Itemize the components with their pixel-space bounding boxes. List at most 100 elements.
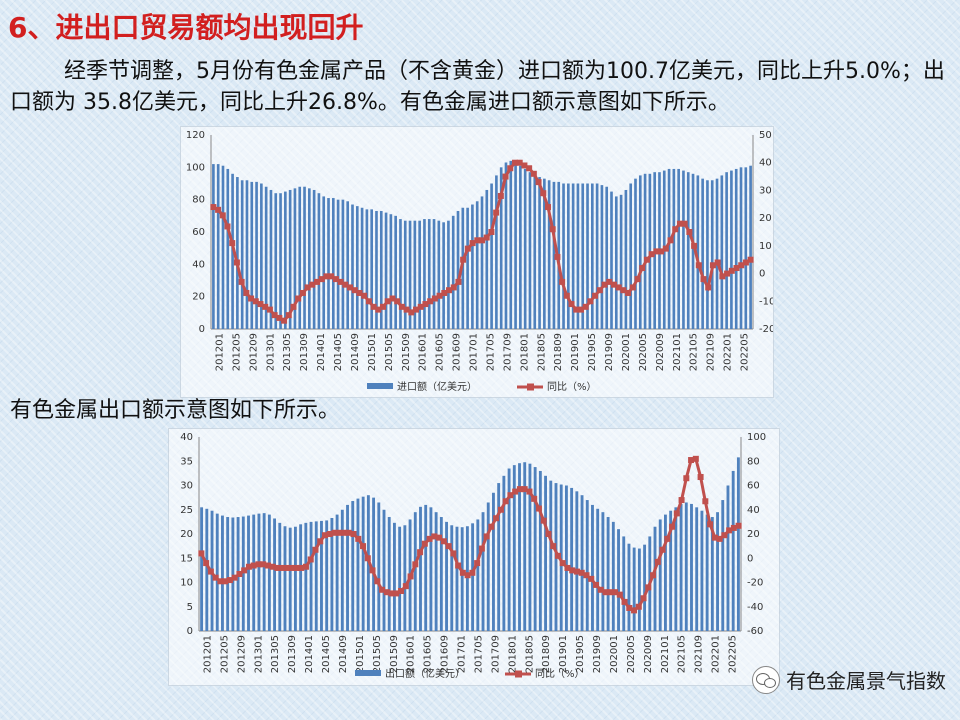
x-tick-label: 201205	[219, 635, 230, 673]
export-chart-svg: 0 5 10 15 20 25 30 35 40 -60 -40 -20 0 20 40 60 80 100 201…	[180, 432, 766, 680]
yoy-point	[260, 561, 267, 568]
yoy-point	[215, 206, 222, 213]
bar	[384, 212, 388, 329]
legend-line-marker	[527, 383, 534, 391]
yoy-point	[709, 262, 716, 269]
x-tick-label: 201709	[490, 635, 501, 673]
bar	[471, 204, 474, 329]
bar	[730, 170, 733, 329]
yoy-point	[345, 529, 352, 536]
yoy-point	[384, 298, 391, 305]
yoy-point	[441, 289, 448, 296]
yoy-point	[635, 603, 642, 610]
x-tick-label: 202009	[655, 333, 666, 371]
yoy-point	[615, 284, 622, 291]
bar	[476, 519, 480, 631]
yoy-point	[695, 262, 702, 269]
yoy-point	[511, 159, 518, 166]
yoy-point	[569, 567, 576, 574]
yoy-point	[602, 589, 609, 596]
yoy-point	[634, 276, 641, 283]
yoy-point	[226, 577, 233, 584]
import-chart: 0 20 40 60 80 100 120 -20 -10 0 10 20 30 40 50 201201 20…	[180, 126, 774, 398]
bar	[570, 487, 574, 631]
yoy-point	[321, 532, 328, 539]
bar	[215, 513, 219, 631]
x-tick-label: 201605	[435, 333, 446, 371]
bar	[691, 173, 695, 329]
yoy-point	[337, 278, 344, 285]
yoy-point	[238, 278, 245, 285]
yoy-point	[535, 179, 542, 186]
bar	[653, 526, 657, 631]
bar	[559, 484, 563, 631]
x-tick-label: 201309	[299, 333, 310, 371]
bar	[705, 514, 709, 631]
left-tick-label: 40	[192, 259, 205, 270]
bar	[413, 512, 417, 631]
bar	[429, 507, 433, 631]
bar	[355, 206, 359, 329]
yoy-point	[544, 204, 551, 211]
bar	[643, 544, 647, 631]
yoy-point	[667, 237, 674, 244]
yoy-point	[488, 229, 495, 235]
left-tick-label: 20	[180, 529, 193, 540]
bar	[273, 518, 277, 631]
yoy-point	[719, 273, 726, 280]
bar	[721, 500, 725, 631]
legend-line-label: 同比（%）	[547, 381, 597, 393]
bar	[567, 183, 570, 329]
yoy-point	[507, 492, 514, 499]
yoy-point	[612, 589, 619, 596]
yoy-point	[592, 581, 599, 588]
bar	[418, 220, 421, 329]
bar	[700, 510, 704, 631]
yoy-point	[530, 170, 537, 177]
yoy-line	[200, 456, 740, 613]
yoy-point	[394, 298, 401, 305]
yoy-point	[312, 546, 319, 553]
bar	[260, 183, 263, 329]
yoy-point	[360, 543, 367, 550]
bar	[701, 178, 704, 329]
x-tick-label: 202201	[723, 333, 734, 371]
bar	[492, 492, 495, 631]
bar	[507, 468, 511, 631]
yoy-point	[460, 256, 467, 263]
yoy-point	[413, 306, 420, 313]
bar	[736, 457, 740, 631]
bar	[634, 178, 637, 329]
yoy-point	[299, 289, 306, 296]
yoy-point	[653, 248, 660, 255]
yoy-point	[483, 234, 490, 241]
x-tick-label: 201805	[536, 333, 547, 371]
yoy-point	[459, 569, 466, 576]
yoy-point	[724, 270, 731, 277]
yoy-point	[540, 190, 547, 197]
legend-bar-swatch	[355, 670, 381, 676]
yoy-point	[497, 192, 504, 199]
x-tick-label: 201809	[553, 333, 564, 371]
bar	[370, 209, 374, 329]
yoy-point	[549, 226, 556, 233]
bar	[205, 508, 209, 631]
yoy-point	[342, 281, 349, 288]
yoy-point	[380, 303, 387, 310]
x-tick-label: 201609	[440, 635, 451, 673]
yoy-point	[421, 540, 428, 547]
x-tick-label: 201201	[214, 333, 225, 371]
x-tick-label: 202201	[711, 635, 722, 673]
yoy-point	[606, 278, 613, 285]
bar	[591, 504, 594, 631]
bar	[632, 547, 636, 631]
yoy-point	[224, 223, 231, 230]
right-tick-label: -20	[747, 578, 763, 589]
yoy-point	[252, 298, 259, 305]
yoy-point	[607, 589, 614, 596]
bar	[279, 193, 282, 329]
bar	[325, 520, 329, 631]
yoy-point	[231, 574, 238, 581]
yoy-point	[588, 575, 595, 582]
x-tick-label: 201409	[350, 333, 361, 371]
